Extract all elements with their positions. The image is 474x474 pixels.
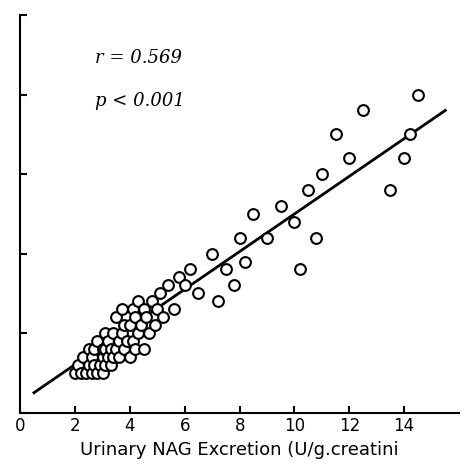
- Point: [209, 250, 216, 257]
- Point: [277, 202, 284, 210]
- Point: [170, 305, 178, 313]
- Point: [74, 361, 82, 369]
- X-axis label: Urinary NAG Excretion (U/g.creatini: Urinary NAG Excretion (U/g.creatini: [80, 441, 399, 459]
- Point: [109, 353, 117, 361]
- Point: [159, 313, 167, 321]
- Point: [104, 337, 112, 345]
- Point: [96, 361, 103, 369]
- Point: [214, 298, 221, 305]
- Point: [129, 305, 137, 313]
- Point: [112, 345, 120, 353]
- Point: [101, 345, 109, 353]
- Point: [99, 353, 106, 361]
- Point: [406, 130, 413, 138]
- Point: [91, 361, 98, 369]
- Point: [99, 345, 106, 353]
- Point: [140, 305, 147, 313]
- Point: [93, 369, 101, 377]
- Point: [112, 313, 120, 321]
- Point: [241, 258, 249, 265]
- Point: [134, 329, 142, 337]
- Point: [126, 353, 134, 361]
- Point: [85, 345, 92, 353]
- Point: [91, 345, 98, 353]
- Point: [115, 337, 123, 345]
- Point: [195, 290, 202, 297]
- Point: [132, 313, 139, 321]
- Point: [181, 282, 189, 289]
- Point: [101, 329, 109, 337]
- Point: [109, 329, 117, 337]
- Point: [121, 345, 128, 353]
- Point: [143, 313, 150, 321]
- Point: [93, 337, 101, 345]
- Point: [118, 329, 126, 337]
- Point: [146, 329, 153, 337]
- Point: [132, 345, 139, 353]
- Point: [164, 282, 172, 289]
- Point: [137, 321, 145, 329]
- Point: [291, 218, 298, 226]
- Point: [359, 107, 367, 114]
- Text: p < 0.001: p < 0.001: [95, 92, 185, 110]
- Point: [151, 321, 158, 329]
- Point: [401, 155, 408, 162]
- Text: r = 0.569: r = 0.569: [95, 49, 182, 67]
- Point: [85, 361, 92, 369]
- Point: [101, 361, 109, 369]
- Point: [123, 337, 131, 345]
- Point: [304, 186, 312, 194]
- Point: [156, 290, 164, 297]
- Point: [107, 345, 115, 353]
- Point: [154, 305, 161, 313]
- Point: [104, 353, 112, 361]
- Point: [313, 234, 320, 241]
- Point: [77, 369, 84, 377]
- Point: [88, 353, 95, 361]
- Point: [126, 321, 134, 329]
- Point: [332, 130, 339, 138]
- Point: [387, 186, 394, 194]
- Point: [82, 369, 90, 377]
- Point: [148, 298, 155, 305]
- Point: [129, 337, 137, 345]
- Point: [346, 155, 353, 162]
- Point: [222, 265, 230, 273]
- Point: [88, 369, 95, 377]
- Point: [115, 353, 123, 361]
- Point: [71, 369, 79, 377]
- Point: [263, 234, 271, 241]
- Point: [318, 170, 326, 178]
- Point: [249, 210, 257, 218]
- Point: [80, 353, 87, 361]
- Point: [99, 369, 106, 377]
- Point: [414, 91, 422, 98]
- Point: [140, 345, 147, 353]
- Point: [175, 273, 183, 281]
- Point: [121, 321, 128, 329]
- Point: [186, 265, 194, 273]
- Point: [236, 234, 244, 241]
- Point: [296, 265, 304, 273]
- Point: [134, 298, 142, 305]
- Point: [118, 305, 126, 313]
- Point: [230, 282, 238, 289]
- Point: [107, 361, 115, 369]
